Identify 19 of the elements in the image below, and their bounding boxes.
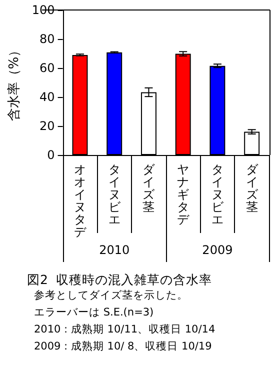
x-tick-label: オオイヌタデ xyxy=(74,162,87,239)
x-tick-label: タイヌビエ xyxy=(108,162,122,226)
y-tick-label: 20 xyxy=(40,119,55,133)
y-axis-title: 含水率（%） xyxy=(6,44,22,122)
y-tick-label: 0 xyxy=(47,148,55,162)
y-tick-label: 40 xyxy=(40,90,55,104)
y-tick-label: 80 xyxy=(40,32,55,46)
text: エラーバーは S.E.(n=3) xyxy=(34,306,154,318)
text: 2009 xyxy=(202,243,233,257)
text: 2010 xyxy=(99,243,130,257)
x-tick-label: ヤナギタデ xyxy=(177,162,190,226)
x-tick-label: ダイズ茎 xyxy=(142,162,156,214)
y-tick-label: 60 xyxy=(40,61,55,75)
text: 2009 : 成熟期 10/ 8、収穫日 10/19 xyxy=(34,340,212,352)
x-tick-label: タイヌビエ xyxy=(211,162,224,226)
text: 参考としてダイズ茎を示した。 xyxy=(34,288,188,302)
text: 2010 : 成熟期 10/11、収穫日 10/14 xyxy=(34,322,216,336)
x-tick-label: ダイズ茎 xyxy=(246,162,259,214)
text: 図2 収穫時の混入雑草の含水率 xyxy=(27,272,212,287)
